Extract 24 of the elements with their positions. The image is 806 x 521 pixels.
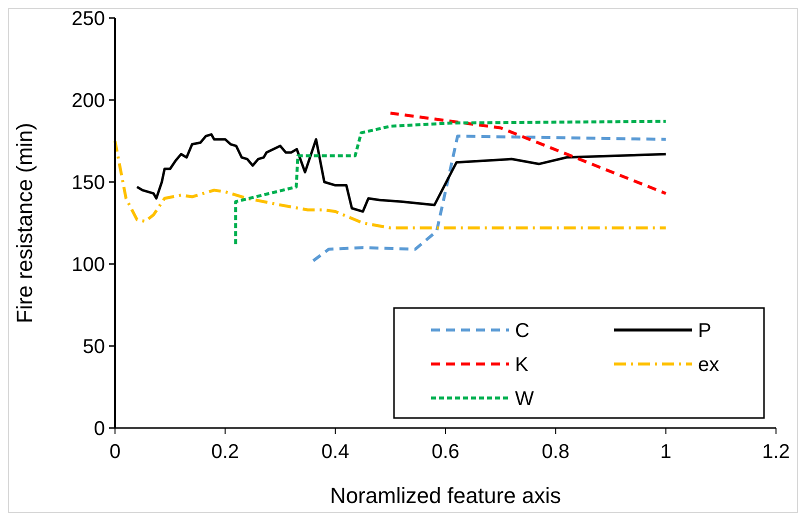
x-tick-label: 0.2 [211,441,240,463]
x-tick-label: 0 [109,441,121,463]
y-tick-label: 0 [94,418,105,440]
x-tick-label: 0.8 [542,441,570,463]
legend-label: ex [698,354,720,376]
legend-label: W [515,388,534,410]
y-tick-label: 250 [72,8,105,30]
y-tick-label: 50 [82,336,105,358]
legend-label: P [698,320,712,342]
y-tick-label: 200 [72,90,105,112]
legend-label: K [515,354,529,376]
y-axis-title: Fire resistance (min) [12,122,37,324]
x-tick-label: 1 [660,441,672,463]
y-tick-label: 150 [72,172,105,194]
line-series [114,140,668,230]
line-series [310,134,668,264]
line-series [136,133,668,213]
x-tick-label: 0.6 [432,441,460,463]
line-series [234,120,668,246]
y-tick-label: 100 [72,254,105,276]
legend-label: C [515,320,530,342]
x-axis-title: Noramlized feature axis [330,483,562,508]
x-tick-label: 1.2 [762,441,790,463]
x-tick-label: 0.4 [321,441,350,463]
